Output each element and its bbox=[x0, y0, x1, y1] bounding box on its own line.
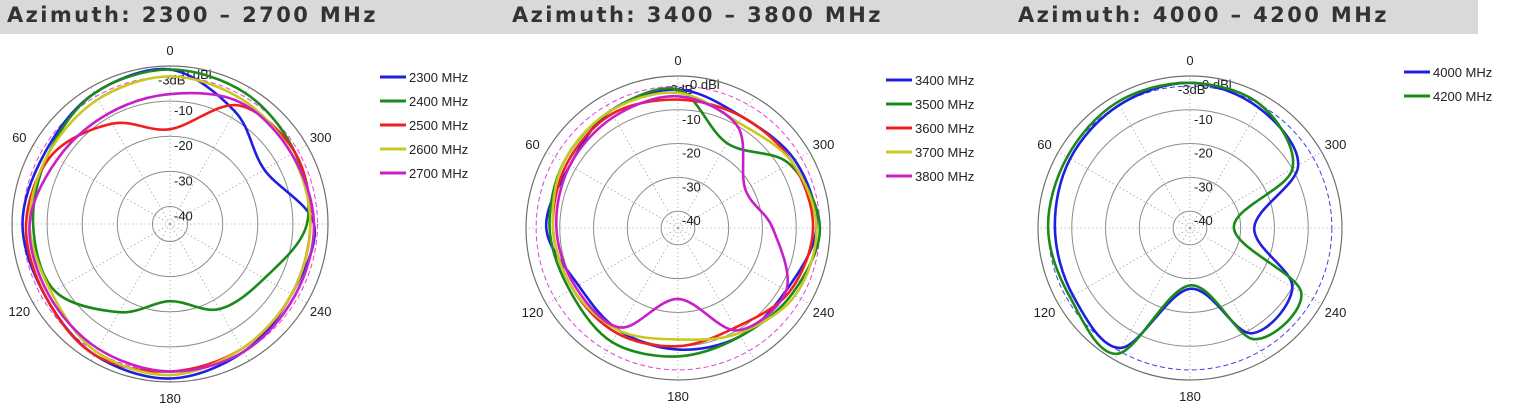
angle-label: 180 bbox=[1179, 389, 1201, 404]
angle-label: 0 bbox=[166, 43, 173, 58]
grid-spoke bbox=[1113, 96, 1191, 229]
grid-spoke bbox=[677, 151, 810, 229]
series-line-2400-mhz bbox=[31, 68, 310, 314]
grid-spoke bbox=[546, 151, 679, 229]
series-line-3800-mhz bbox=[554, 94, 789, 332]
angle-label: 300 bbox=[310, 130, 332, 145]
outer-ring bbox=[11, 65, 329, 383]
grid-ring bbox=[626, 176, 730, 280]
legend-label: 3400 MHz bbox=[915, 73, 974, 88]
grid-spoke bbox=[1189, 96, 1267, 229]
grid-spoke bbox=[677, 227, 810, 305]
grid-spoke bbox=[1113, 227, 1191, 360]
angle-label: 0 bbox=[1186, 53, 1193, 68]
legend-label: 2400 MHz bbox=[409, 94, 468, 109]
legend-label: 2600 MHz bbox=[409, 142, 468, 157]
radial-tick-label: -10 bbox=[174, 103, 193, 118]
angle-label: 240 bbox=[813, 305, 835, 320]
reference-ring-3db bbox=[1047, 85, 1333, 371]
legend-label: 2700 MHz bbox=[409, 166, 468, 181]
radial-tick-label: -40 bbox=[1194, 213, 1213, 228]
angle-label: 60 bbox=[1037, 137, 1051, 152]
grid-spoke bbox=[1189, 227, 1267, 360]
radial-tick-label: -3dB bbox=[158, 73, 185, 88]
radial-tick-label: -30 bbox=[682, 179, 701, 194]
legend-label: 2300 MHz bbox=[409, 70, 468, 85]
grid-spoke bbox=[1189, 227, 1322, 305]
outer-ring bbox=[1037, 75, 1343, 381]
chart-title-1: Azimuth: 2300 – 2700 MHz bbox=[7, 3, 378, 27]
angle-label: 240 bbox=[310, 304, 332, 319]
legend-label: 3800 MHz bbox=[915, 169, 974, 184]
legend-label: 2500 MHz bbox=[409, 118, 468, 133]
angle-label: 120 bbox=[522, 305, 544, 320]
radial-tick-label: 0 dBi bbox=[690, 77, 720, 92]
header-bar bbox=[0, 0, 1478, 34]
grid-ring bbox=[46, 100, 294, 348]
angle-label: 300 bbox=[1325, 137, 1347, 152]
series-line-4000-mhz bbox=[1053, 81, 1300, 350]
legend-label: 4000 MHz bbox=[1433, 65, 1492, 80]
grid-spoke bbox=[677, 96, 755, 229]
angle-label: 180 bbox=[667, 389, 689, 404]
grid-ring bbox=[1138, 176, 1242, 280]
radial-tick-label: -20 bbox=[1194, 146, 1213, 161]
series-line-2700-mhz bbox=[28, 91, 316, 373]
series-line-4200-mhz bbox=[1046, 81, 1303, 356]
legend-label: 3600 MHz bbox=[915, 121, 974, 136]
angle-label: 60 bbox=[12, 130, 26, 145]
grid-spoke bbox=[1058, 151, 1191, 229]
polar-charts-canvas: 0 60 120 180 240 300 0 dBi -3dB -10 -20 -30 -40 2300… bbox=[8, 43, 1493, 406]
grid-spoke bbox=[1189, 151, 1322, 229]
series-line-3700-mhz bbox=[551, 91, 818, 342]
legend-label: 3500 MHz bbox=[915, 97, 974, 112]
angle-label: 120 bbox=[1034, 305, 1056, 320]
radial-tick-label: -40 bbox=[174, 208, 193, 223]
radial-tick-label: -30 bbox=[174, 173, 193, 188]
radial-tick-label: -10 bbox=[1194, 112, 1213, 127]
radial-tick-label: -40 bbox=[682, 213, 701, 228]
angle-label: 300 bbox=[813, 137, 835, 152]
grid-spoke bbox=[546, 227, 679, 305]
outer-ring bbox=[525, 75, 831, 381]
angle-label: 180 bbox=[159, 391, 181, 406]
grid-spoke bbox=[601, 96, 679, 229]
series-line-2300-mhz bbox=[21, 67, 317, 380]
grid-spoke bbox=[601, 227, 679, 360]
radial-tick-label: -3dB bbox=[1178, 82, 1205, 97]
radial-tick-label: -30 bbox=[1194, 179, 1213, 194]
grid-spoke bbox=[677, 227, 755, 360]
chart-title-3: Azimuth: 4000 – 4200 MHz bbox=[1018, 3, 1389, 27]
grid-ring bbox=[81, 135, 259, 313]
grid-ring bbox=[1071, 109, 1309, 347]
reference-ring-3db bbox=[22, 76, 318, 372]
angle-label: 240 bbox=[1325, 305, 1347, 320]
legend-label: 3700 MHz bbox=[915, 145, 974, 160]
angle-label: 0 bbox=[674, 53, 681, 68]
grid-ring bbox=[151, 205, 189, 243]
radial-tick-label: -20 bbox=[174, 138, 193, 153]
chart-title-2: Azimuth: 3400 – 3800 MHz bbox=[512, 3, 883, 27]
radial-tick-label: -10 bbox=[682, 112, 701, 127]
angle-label: 120 bbox=[8, 304, 30, 319]
grid-spoke bbox=[1058, 227, 1191, 305]
legend-label: 4200 MHz bbox=[1433, 89, 1492, 104]
radial-tick-label: -20 bbox=[682, 146, 701, 161]
angle-label: 60 bbox=[525, 137, 539, 152]
